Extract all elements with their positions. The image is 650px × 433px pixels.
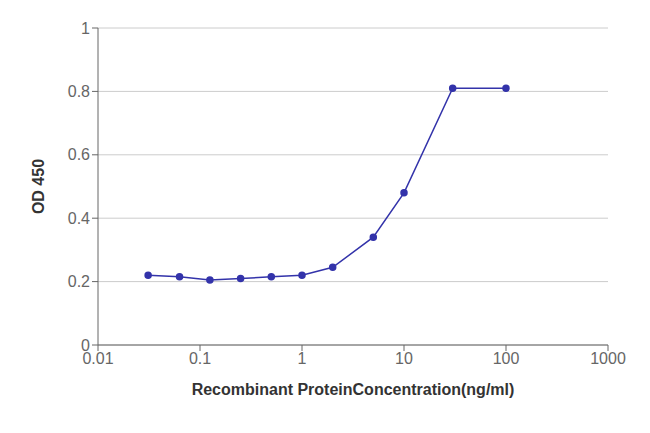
svg-text:1: 1 bbox=[298, 350, 307, 367]
svg-text:Recombinant ProteinConcentrati: Recombinant ProteinConcentration(ng/ml) bbox=[192, 381, 515, 398]
svg-text:0.4: 0.4 bbox=[68, 210, 90, 227]
svg-text:0.1: 0.1 bbox=[189, 350, 211, 367]
svg-text:OD 450: OD 450 bbox=[30, 159, 47, 214]
svg-text:0.01: 0.01 bbox=[82, 350, 114, 368]
svg-text:100: 100 bbox=[493, 350, 520, 367]
svg-text:10: 10 bbox=[395, 350, 413, 367]
svg-text:0.2: 0.2 bbox=[68, 273, 90, 290]
svg-text:1: 1 bbox=[81, 20, 90, 37]
svg-text:0.8: 0.8 bbox=[68, 83, 90, 100]
svg-text:1000: 1000 bbox=[590, 350, 626, 367]
svg-text:0: 0 bbox=[81, 337, 90, 354]
svg-text:0.6: 0.6 bbox=[68, 146, 90, 163]
